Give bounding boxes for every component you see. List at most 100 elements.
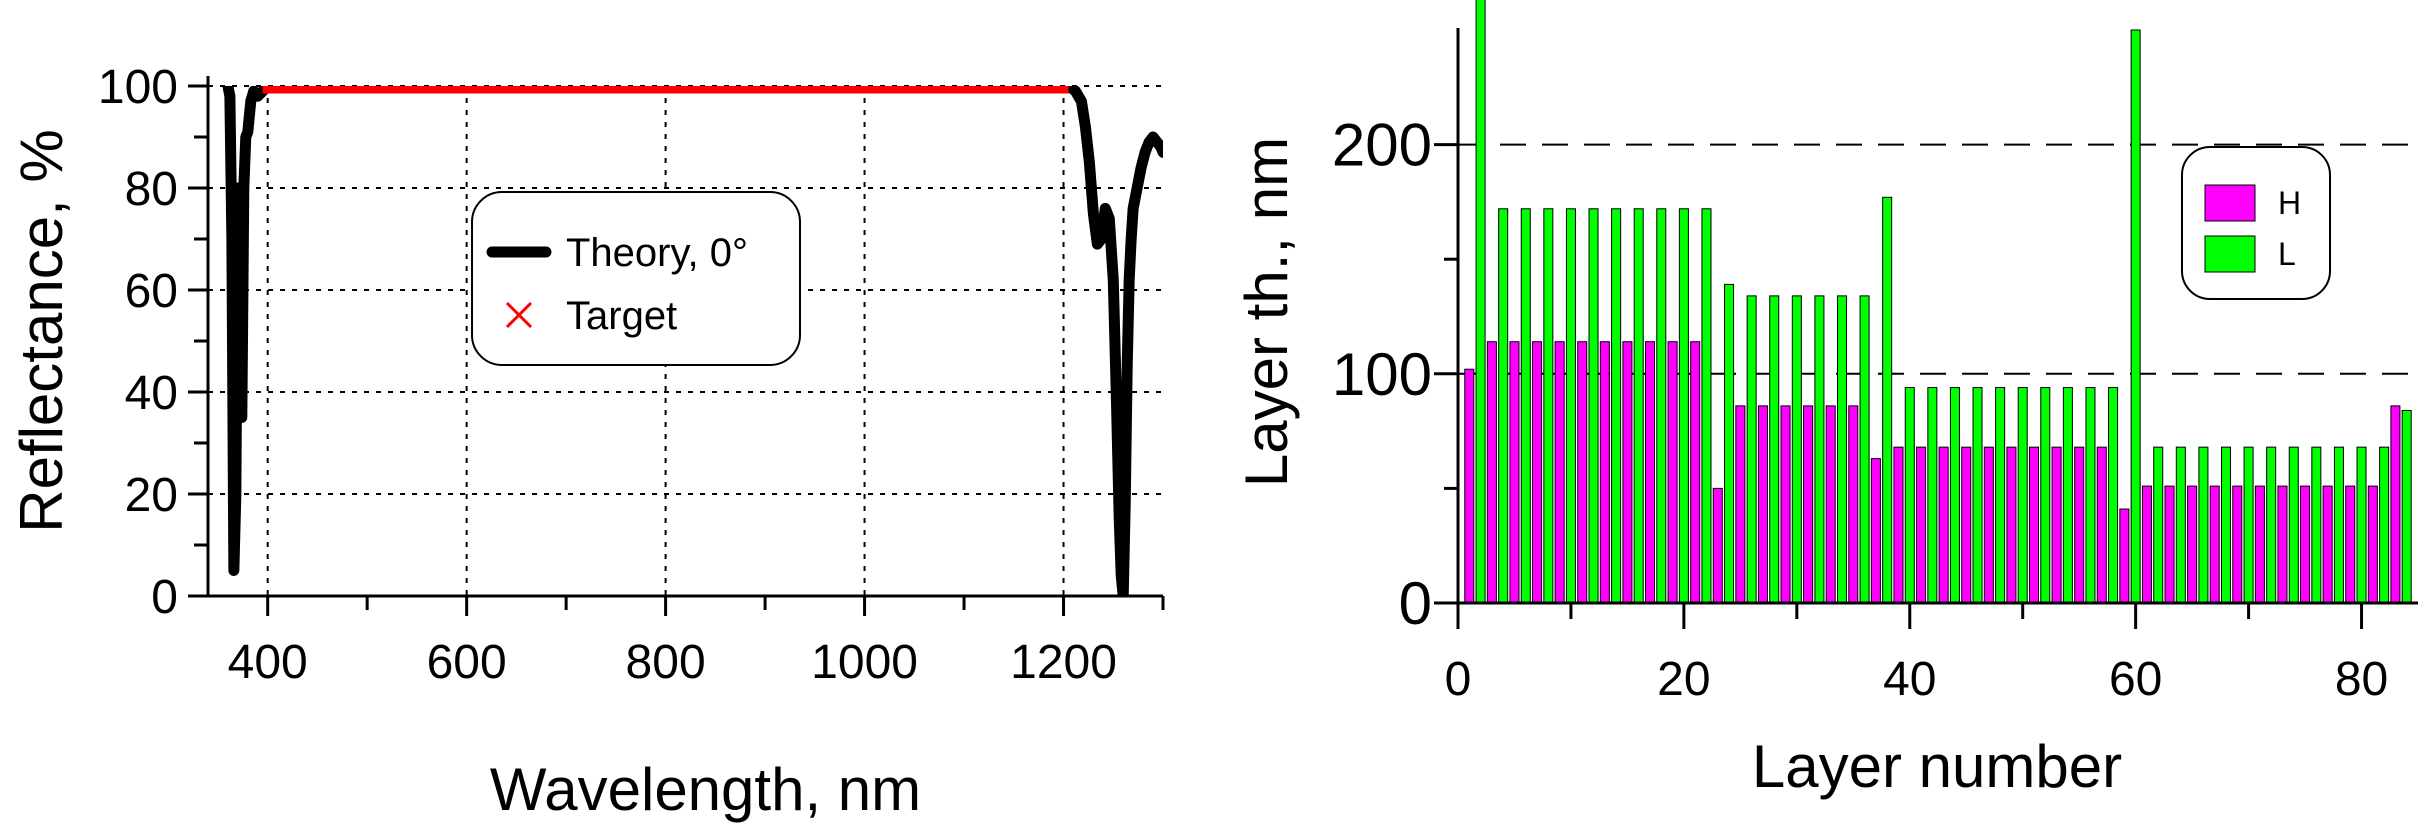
chart2-x-axis-label: Layer number — [1752, 733, 2122, 800]
bar-l-layer — [1678, 208, 1689, 603]
bar-h-layer — [1577, 341, 1588, 603]
legend-h-label: H — [2278, 185, 2301, 221]
chart2-bars — [1464, 0, 2412, 603]
bar-h-layer — [1870, 458, 1881, 603]
bar-l-layer — [2379, 446, 2390, 603]
chart1-x-ticks: 400 600 800 1000 1200 — [228, 596, 1165, 689]
chart2-y-axis-label: Layer th., nm — [1233, 137, 1300, 487]
bar-h-layer — [2187, 485, 2198, 603]
x-tick-label: 60 — [2109, 653, 2162, 706]
y-tick-label: 80 — [125, 163, 178, 216]
bar-h-layer — [2119, 508, 2130, 603]
bar-l-layer — [1972, 387, 1983, 603]
chart1-legend-box — [471, 191, 801, 366]
bar-l-layer — [1769, 295, 1780, 603]
bar-h-layer — [1735, 405, 1746, 603]
x-tick-label: 800 — [626, 636, 706, 689]
bar-h-layer — [1486, 341, 1497, 603]
bar-l-layer — [1588, 208, 1599, 603]
bar-h-layer — [2006, 446, 2017, 603]
bar-l-layer — [1995, 387, 2006, 603]
bar-h-layer — [1554, 341, 1565, 603]
chart1-series — [222, 86, 1163, 596]
y-tick-label: 20 — [125, 469, 178, 522]
bar-h-layer — [1464, 368, 1475, 603]
bar-h-layer — [2141, 485, 2152, 603]
chart2-y-ticks: 0 100 200 — [1332, 112, 1458, 637]
chart2-legend-box — [2181, 146, 2331, 300]
x-tick-label: 600 — [427, 636, 507, 689]
y-tick-label: 60 — [125, 265, 178, 318]
legend-l-label: L — [2278, 236, 2296, 272]
bar-l-layer — [1949, 387, 1960, 603]
theory-line — [222, 86, 1163, 596]
x-tick-label: 40 — [1883, 653, 1936, 706]
reflectance-chart: 400 600 800 1000 1200 0 20 40 60 80 100 Wavelengt… — [8, 61, 1165, 823]
x-tick-label: 1000 — [811, 636, 918, 689]
bar-h-layer — [1599, 341, 1610, 603]
bar-h-layer — [1983, 446, 1994, 603]
legend-l-swatch — [2204, 235, 2256, 273]
bar-h-layer — [2096, 446, 2107, 603]
bar-l-layer — [1724, 283, 1735, 603]
y-tick-label: 0 — [151, 571, 178, 624]
bar-l-layer — [1475, 0, 1486, 603]
bar-h-layer — [1690, 341, 1701, 603]
bar-l-layer — [2040, 387, 2051, 603]
bar-h-layer — [2074, 446, 2085, 603]
chart1-y-ticks: 0 20 40 60 80 100 — [98, 61, 208, 624]
legend-target-swatch — [505, 301, 533, 329]
bar-l-layer — [1543, 208, 1554, 603]
legend-theory-label: Theory, 0° — [566, 231, 748, 275]
bar-h-layer — [2254, 485, 2265, 603]
bar-l-layer — [2311, 446, 2322, 603]
bar-h-layer — [2300, 485, 2311, 603]
chart2-legend: H L — [2181, 146, 2331, 300]
bar-l-layer — [2153, 446, 2164, 603]
bar-h-layer — [1893, 446, 1904, 603]
y-tick-label: 200 — [1332, 112, 1432, 179]
bar-h-layer — [1712, 487, 1723, 603]
x-tick-label: 1200 — [1010, 636, 1117, 689]
bar-h-layer — [1757, 405, 1768, 603]
bar-l-layer — [1814, 295, 1825, 603]
bar-l-layer — [2062, 387, 2073, 603]
bar-l-layer — [1746, 295, 1757, 603]
bar-l-layer — [1520, 208, 1531, 603]
bar-h-layer — [1780, 405, 1791, 603]
bar-h-layer — [2390, 405, 2401, 603]
x-tick-label: 80 — [2335, 653, 2388, 706]
bar-h-layer — [1916, 446, 1927, 603]
bar-l-layer — [2266, 446, 2277, 603]
bar-h-layer — [1644, 341, 1656, 603]
bar-h-layer — [1961, 446, 1972, 603]
chart2-grid — [1458, 143, 2418, 375]
y-tick-label: 100 — [1332, 341, 1432, 408]
bar-h-layer — [2345, 485, 2356, 603]
x-tick-label: 20 — [1657, 653, 1710, 706]
bar-l-layer — [2130, 29, 2141, 603]
legend-target-label: Target — [566, 294, 677, 338]
chart2-axes — [1456, 28, 2418, 605]
bar-h-layer — [2367, 485, 2378, 603]
bar-l-layer — [1565, 208, 1576, 603]
bar-l-layer — [1701, 208, 1712, 603]
bar-l-layer — [2175, 446, 2186, 603]
bar-l-layer — [1836, 295, 1848, 603]
bar-l-layer — [1859, 295, 1870, 603]
bar-h-layer — [2209, 485, 2220, 603]
bar-h-layer — [2277, 485, 2288, 603]
bar-l-layer — [2017, 387, 2028, 603]
y-tick-label: 0 — [1399, 570, 1432, 637]
bar-l-layer — [2198, 446, 2209, 603]
chart1-y-axis-label: Reflectance, % — [8, 129, 75, 533]
bar-l-layer — [1633, 208, 1644, 603]
bar-h-layer — [1667, 341, 1678, 603]
bar-h-layer — [1938, 446, 1949, 603]
bar-h-layer — [2051, 446, 2062, 603]
bar-l-layer — [1791, 295, 1802, 603]
bar-l-layer — [1904, 387, 1915, 603]
bar-l-layer — [1498, 208, 1509, 603]
bar-h-layer — [2028, 446, 2040, 603]
